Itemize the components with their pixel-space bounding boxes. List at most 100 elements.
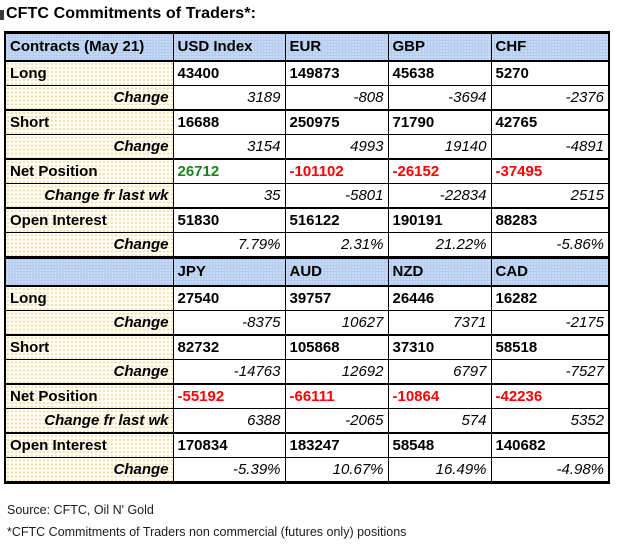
value-cell: 21.22% <box>387 232 492 258</box>
value-cell: 10627 <box>284 310 389 336</box>
value-cell: -808 <box>284 85 389 111</box>
value-cell: 516122 <box>284 207 389 233</box>
column-header: NZD <box>387 256 492 287</box>
table-row: Change fr last wk 6388 -2065 574 5352 <box>4 408 610 434</box>
value-cell: 183247 <box>284 432 389 458</box>
value-cell: 2515 <box>490 183 610 209</box>
value-cell: 39757 <box>284 285 389 311</box>
row-label: Change <box>4 310 174 336</box>
value-cell: -2175 <box>490 310 610 336</box>
row-label: Short <box>4 334 174 360</box>
header-row: JPY AUD NZD CAD <box>4 256 610 287</box>
column-header: EUR <box>284 32 389 62</box>
row-label: Change <box>4 134 174 160</box>
value-cell: 82732 <box>172 334 286 360</box>
value-cell: -14763 <box>172 359 286 385</box>
row-label: Change <box>4 359 174 385</box>
row-label: Long <box>4 60 174 86</box>
value-cell: -22834 <box>387 183 492 209</box>
value-cell: 190191 <box>387 207 492 233</box>
value-cell: 10.67% <box>284 457 389 483</box>
row-label: Change fr last wk <box>4 183 174 209</box>
table-row: Long 43400 149873 45638 5270 <box>4 60 610 86</box>
value-cell: 6797 <box>387 359 492 385</box>
footnote-text: *CFTC Commitments of Traders non commerc… <box>7 525 407 539</box>
value-cell: 71790 <box>387 109 492 135</box>
value-cell: -66111 <box>284 383 389 409</box>
value-cell: -5.86% <box>490 232 610 258</box>
table-row: Change -14763 12692 6797 -7527 <box>4 359 610 385</box>
table-row: Change 3189 -808 -3694 -2376 <box>4 85 610 111</box>
table-row: Open Interest 170834 183247 58548 140682 <box>4 432 610 458</box>
value-cell: 43400 <box>172 60 286 86</box>
table-row: Net Position 26712 -101102 -26152 -37495 <box>4 158 610 184</box>
value-cell: -2376 <box>490 85 610 111</box>
value-cell: -42236 <box>490 383 610 409</box>
table-row: Short 82732 105868 37310 58518 <box>4 334 610 360</box>
value-cell: 12692 <box>284 359 389 385</box>
row-label: Short <box>4 109 174 135</box>
row-label: Open Interest <box>4 207 174 233</box>
value-cell: 105868 <box>284 334 389 360</box>
value-cell: 2.31% <box>284 232 389 258</box>
table-row: Open Interest 51830 516122 190191 88283 <box>4 207 610 233</box>
value-cell: -2065 <box>284 408 389 434</box>
value-cell: 27540 <box>172 285 286 311</box>
table-row: Change 3154 4993 19140 -4891 <box>4 134 610 160</box>
column-header: USD Index <box>172 32 286 62</box>
row-label: Change <box>4 232 174 258</box>
value-cell: 6388 <box>172 408 286 434</box>
value-cell: -4.98% <box>490 457 610 483</box>
value-cell: 26712 <box>172 158 286 184</box>
value-cell: 16282 <box>490 285 610 311</box>
value-cell: 3189 <box>172 85 286 111</box>
value-cell: 26446 <box>387 285 492 311</box>
column-header: CHF <box>490 32 610 62</box>
page-title: CFTC Commitments of Traders*: <box>6 5 257 22</box>
table-row: Long 27540 39757 26446 16282 <box>4 285 610 311</box>
value-cell: -101102 <box>284 158 389 184</box>
row-label: Open Interest <box>4 432 174 458</box>
value-cell: 37310 <box>387 334 492 360</box>
row-label: Change fr last wk <box>4 408 174 434</box>
value-cell: -8375 <box>172 310 286 336</box>
row-label: Long <box>4 285 174 311</box>
row-label: Net Position <box>4 158 174 184</box>
cot-table-body: Contracts (May 21) USD Index EUR GBP CHF Long… <box>4 32 610 483</box>
value-cell: 4993 <box>284 134 389 160</box>
value-cell: 35 <box>172 183 286 209</box>
cot-table: Contracts (May 21) USD Index EUR GBP CHF Long… <box>4 31 610 484</box>
value-cell: 5352 <box>490 408 610 434</box>
value-cell: 574 <box>387 408 492 434</box>
value-cell: 16688 <box>172 109 286 135</box>
table-row: Short 16688 250975 71790 42765 <box>4 109 610 135</box>
table-row: Net Position -55192 -66111 -10864 -42236 <box>4 383 610 409</box>
column-header: AUD <box>284 256 389 287</box>
value-cell: -5.39% <box>172 457 286 483</box>
source-text: Source: CFTC, Oil N' Gold <box>7 503 154 517</box>
title-row: CFTC Commitments of Traders*: <box>0 5 621 23</box>
column-header: GBP <box>387 32 492 62</box>
value-cell: 170834 <box>172 432 286 458</box>
value-cell: 19140 <box>387 134 492 160</box>
value-cell: 45638 <box>387 60 492 86</box>
header-row: Contracts (May 21) USD Index EUR GBP CHF <box>4 32 610 62</box>
table-row: Change -8375 10627 7371 -2175 <box>4 310 610 336</box>
table-row: Change fr last wk 35 -5801 -22834 2515 <box>4 183 610 209</box>
value-cell: -4891 <box>490 134 610 160</box>
value-cell: -37495 <box>490 158 610 184</box>
value-cell: -7527 <box>490 359 610 385</box>
footer: Source: CFTC, Oil N' Gold *CFTC Commitme… <box>7 499 621 543</box>
column-header: CAD <box>490 256 610 287</box>
value-cell: 16.49% <box>387 457 492 483</box>
value-cell: 51830 <box>172 207 286 233</box>
row-label: Change <box>4 457 174 483</box>
value-cell: 42765 <box>490 109 610 135</box>
table-row: Change -5.39% 10.67% 16.49% -4.98% <box>4 457 610 483</box>
glyph-artifact-icon <box>0 10 4 20</box>
column-header: JPY <box>172 256 286 287</box>
value-cell: -10864 <box>387 383 492 409</box>
value-cell: -26152 <box>387 158 492 184</box>
value-cell: 7371 <box>387 310 492 336</box>
